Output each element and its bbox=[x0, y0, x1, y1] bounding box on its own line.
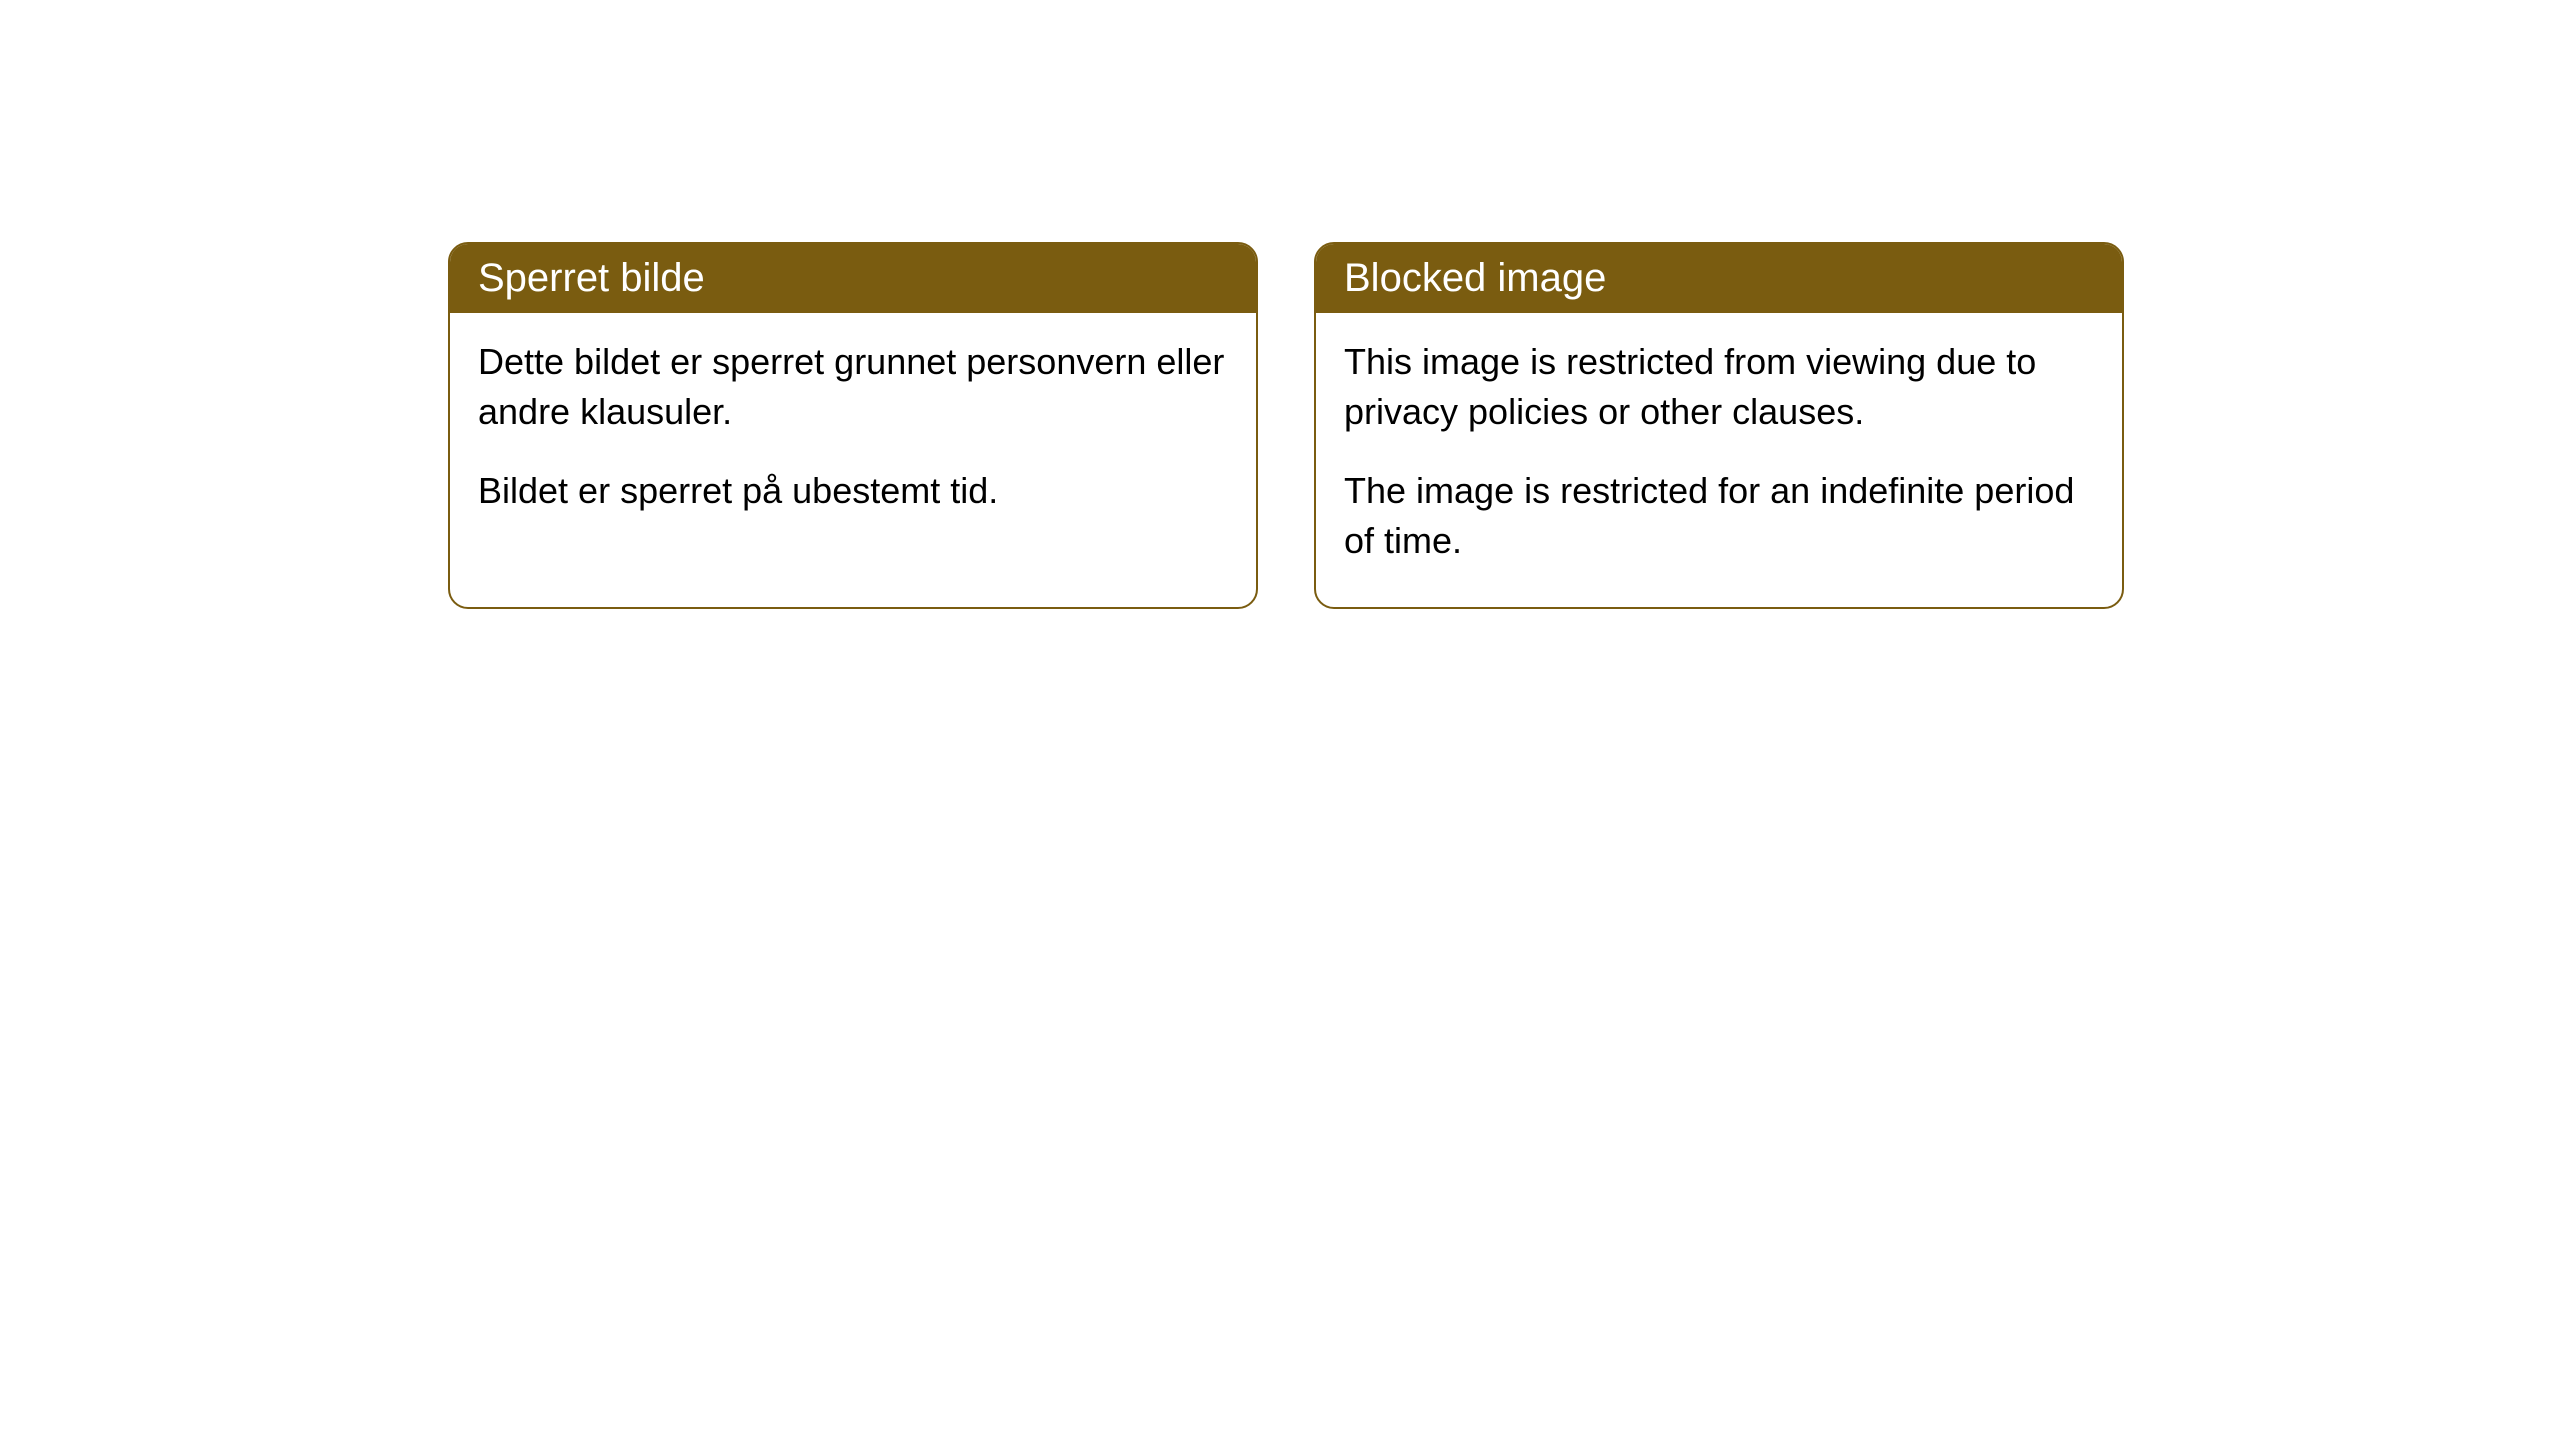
blocked-image-card-en: Blocked image This image is restricted f… bbox=[1314, 242, 2124, 609]
card-paragraph2-no: Bildet er sperret på ubestemt tid. bbox=[478, 466, 1228, 516]
blocked-image-card-no: Sperret bilde Dette bildet er sperret gr… bbox=[448, 242, 1258, 609]
card-title-en: Blocked image bbox=[1344, 256, 1606, 300]
card-paragraph2-en: The image is restricted for an indefinit… bbox=[1344, 466, 2094, 567]
card-body-en: This image is restricted from viewing du… bbox=[1316, 313, 2122, 607]
card-header-en: Blocked image bbox=[1316, 244, 2122, 313]
card-body-no: Dette bildet er sperret grunnet personve… bbox=[450, 313, 1256, 556]
card-header-no: Sperret bilde bbox=[450, 244, 1256, 313]
cards-container: Sperret bilde Dette bildet er sperret gr… bbox=[448, 242, 2124, 609]
card-paragraph1-en: This image is restricted from viewing du… bbox=[1344, 337, 2094, 438]
card-paragraph1-no: Dette bildet er sperret grunnet personve… bbox=[478, 337, 1228, 438]
card-title-no: Sperret bilde bbox=[478, 256, 705, 300]
